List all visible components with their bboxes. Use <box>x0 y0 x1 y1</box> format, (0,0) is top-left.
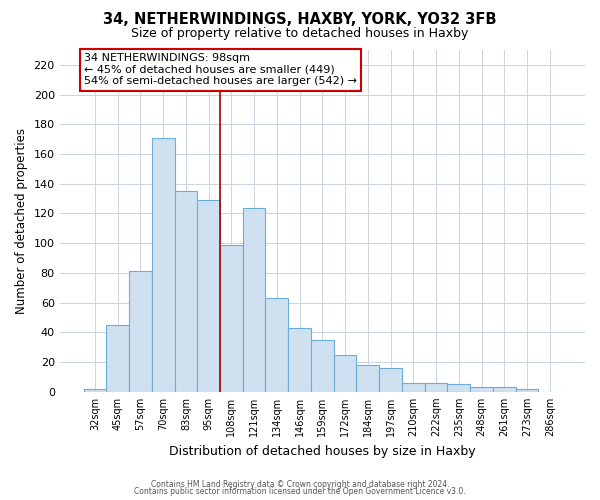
Bar <box>197 200 220 392</box>
Bar <box>129 272 152 392</box>
Bar <box>311 340 334 392</box>
Text: 34 NETHERWINDINGS: 98sqm
← 45% of detached houses are smaller (449)
54% of semi-: 34 NETHERWINDINGS: 98sqm ← 45% of detach… <box>84 53 357 86</box>
Bar <box>334 354 356 392</box>
Bar <box>470 388 493 392</box>
Bar <box>152 138 175 392</box>
Bar <box>175 191 197 392</box>
Text: 34, NETHERWINDINGS, HAXBY, YORK, YO32 3FB: 34, NETHERWINDINGS, HAXBY, YORK, YO32 3F… <box>103 12 497 28</box>
Bar <box>379 368 402 392</box>
Bar <box>83 389 106 392</box>
Bar <box>288 328 311 392</box>
Text: Contains HM Land Registry data © Crown copyright and database right 2024.: Contains HM Land Registry data © Crown c… <box>151 480 449 489</box>
Bar <box>515 389 538 392</box>
Bar <box>402 383 425 392</box>
Y-axis label: Number of detached properties: Number of detached properties <box>15 128 28 314</box>
Bar <box>493 388 515 392</box>
Bar <box>356 365 379 392</box>
Text: Size of property relative to detached houses in Haxby: Size of property relative to detached ho… <box>131 28 469 40</box>
Bar <box>220 244 243 392</box>
X-axis label: Distribution of detached houses by size in Haxby: Distribution of detached houses by size … <box>169 444 476 458</box>
Bar <box>448 384 470 392</box>
Bar <box>243 208 265 392</box>
Bar <box>425 383 448 392</box>
Bar <box>265 298 288 392</box>
Bar <box>106 325 129 392</box>
Text: Contains public sector information licensed under the Open Government Licence v3: Contains public sector information licen… <box>134 488 466 496</box>
